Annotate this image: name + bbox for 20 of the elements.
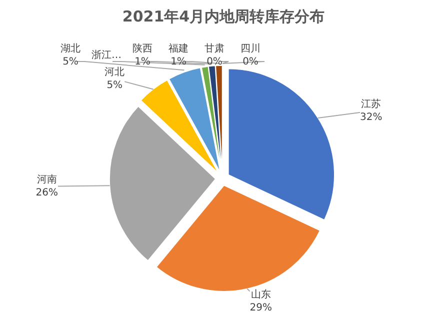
data-label: 5% [62, 56, 78, 68]
data-label: 5% [106, 80, 123, 92]
slice-label: 江苏 [361, 98, 382, 110]
slice-label: 福建 [168, 42, 188, 54]
text: 0% [242, 56, 258, 68]
data-label: 26% [36, 188, 58, 199]
slice-label: 陕西 [132, 42, 152, 54]
category-label: 四川 [240, 43, 260, 54]
data-label: 32% [360, 112, 382, 124]
data-label: 29% [250, 302, 272, 314]
data-label: 1% [170, 56, 186, 68]
slice-label: 河南 [36, 173, 57, 186]
slice-label: 河北 [104, 66, 125, 78]
slice-label: 湖北 [60, 42, 80, 54]
slice-label: 浙江… [92, 49, 122, 61]
data-label: 1% [134, 56, 150, 68]
slice-label: 山东 [250, 288, 271, 300]
chart-title: 2021年4月内地周转库存分布 [122, 8, 325, 26]
text: 0% [206, 56, 222, 68]
category-label: 甘肃 [204, 43, 224, 54]
